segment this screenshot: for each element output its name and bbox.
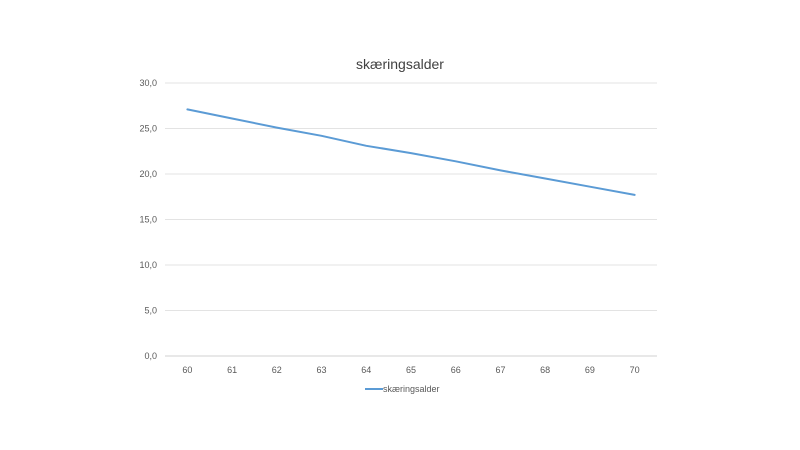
x-axis-tick-labels: 60 61 62 63 64 65 66 67 68 69 70	[182, 365, 639, 375]
x-tick-label: 66	[451, 365, 461, 375]
x-tick-label: 63	[317, 365, 327, 375]
x-tick-label: 65	[406, 365, 416, 375]
y-tick-label: 5,0	[144, 306, 157, 316]
y-tick-label: 0,0	[144, 351, 157, 361]
y-axis-tick-labels: 0,0 5,0 10,0 15,0 20,0 25,0 30,0	[139, 78, 157, 361]
y-tick-label: 10,0	[139, 260, 157, 270]
y-tick-label: 15,0	[139, 215, 157, 225]
x-tick-label: 60	[182, 365, 192, 375]
series-lines	[186, 108, 636, 196]
x-tick-label: 62	[272, 365, 282, 375]
legend-label: skæringsalder	[383, 384, 440, 394]
chart-title: skæringsalder	[356, 56, 444, 72]
x-tick-label: 64	[361, 365, 371, 375]
gridlines	[165, 82, 657, 311]
y-tick-label: 30,0	[139, 78, 157, 88]
legend: skæringsalder	[365, 384, 440, 394]
x-tick-label: 68	[540, 365, 550, 375]
x-tick-label: 70	[630, 365, 640, 375]
series-line	[186, 108, 636, 196]
y-tick-label: 20,0	[139, 169, 157, 179]
x-tick-label: 67	[495, 365, 505, 375]
x-tick-label: 61	[227, 365, 237, 375]
x-tick-label: 69	[585, 365, 595, 375]
y-tick-label: 25,0	[139, 124, 157, 134]
